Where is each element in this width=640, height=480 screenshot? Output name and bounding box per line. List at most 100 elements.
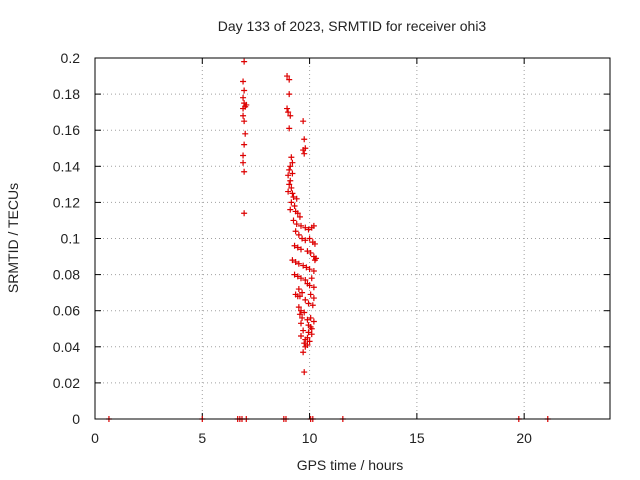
- data-point: [305, 300, 312, 307]
- data-point: [296, 311, 303, 318]
- data-point: [291, 203, 298, 210]
- data-point: [304, 316, 311, 323]
- x-tick-label: 10: [302, 430, 318, 446]
- data-point: [240, 152, 247, 159]
- data-point: [240, 105, 247, 112]
- x-tick-label: 5: [198, 430, 206, 446]
- y-tick-label: 0: [72, 411, 80, 427]
- data-point: [308, 325, 315, 332]
- data-point: [289, 190, 296, 197]
- data-point: [243, 101, 250, 108]
- data-point: [285, 172, 292, 179]
- data-point: [241, 87, 248, 94]
- data-point: [302, 296, 309, 303]
- data-point: [289, 159, 296, 166]
- data-point: [306, 266, 313, 273]
- data-point: [240, 94, 247, 101]
- data-point: [299, 235, 306, 242]
- data-point: [306, 235, 313, 242]
- y-tick-label: 0.02: [53, 375, 80, 391]
- data-point: [295, 304, 302, 311]
- data-point: [303, 264, 310, 271]
- data-point: [290, 193, 297, 200]
- data-point: [290, 217, 297, 224]
- data-point: [302, 336, 309, 343]
- grid-lines: [95, 58, 610, 419]
- data-point: [310, 284, 317, 291]
- data-point: [285, 188, 292, 195]
- data-point: [302, 145, 309, 152]
- data-point: [306, 338, 313, 345]
- data-point: [302, 237, 309, 244]
- data-point: [291, 271, 298, 278]
- axis-ticks: [94, 57, 610, 420]
- data-point: [302, 277, 309, 284]
- data-point: [241, 141, 248, 148]
- data-point: [287, 112, 294, 119]
- data-point: [241, 168, 248, 175]
- data-point: [298, 320, 304, 327]
- data-point: [296, 293, 303, 300]
- data-point: [301, 369, 308, 376]
- data-point: [300, 262, 307, 269]
- data-point: [294, 244, 301, 251]
- data-point: [288, 154, 295, 161]
- data-point: [287, 206, 294, 213]
- data-point: [284, 73, 291, 80]
- data-point: [310, 222, 317, 229]
- y-tick-label: 0.1: [61, 231, 81, 247]
- data-points: [105, 58, 551, 422]
- data-point: [289, 257, 296, 264]
- data-point: [289, 170, 296, 177]
- data-point: [295, 260, 302, 267]
- data-point: [298, 307, 304, 314]
- data-point: [292, 228, 299, 235]
- data-point: [241, 210, 248, 217]
- y-tick-label: 0.18: [53, 86, 80, 102]
- data-point: [286, 125, 293, 132]
- data-point: [294, 273, 301, 280]
- data-point: [293, 221, 300, 228]
- data-point: [288, 199, 295, 206]
- data-point: [285, 109, 292, 116]
- y-tick-label: 0.12: [53, 194, 80, 210]
- data-point: [301, 309, 308, 316]
- y-tick-label: 0.08: [53, 267, 80, 283]
- data-point: [288, 184, 295, 191]
- y-axis-label: SRMTID / TECUs: [5, 183, 21, 293]
- data-point: [301, 340, 308, 347]
- data-point: [311, 240, 318, 247]
- data-point: [299, 289, 306, 296]
- y-tick-label: 0.14: [53, 158, 80, 174]
- data-point: [302, 224, 309, 231]
- y-tick-label: 0.06: [53, 303, 80, 319]
- data-point: [284, 105, 291, 112]
- data-point: [287, 163, 294, 170]
- data-point: [291, 242, 298, 249]
- x-tick-label: 0: [91, 430, 99, 446]
- data-point: [310, 318, 317, 325]
- data-point: [298, 332, 304, 339]
- data-point: [298, 246, 304, 253]
- data-point: [241, 58, 248, 65]
- data-point: [305, 329, 312, 336]
- data-point: [296, 213, 303, 220]
- data-point: [298, 222, 304, 229]
- data-point: [304, 248, 311, 255]
- data-point: [240, 78, 247, 85]
- data-point: [309, 302, 316, 309]
- data-point: [286, 76, 293, 83]
- data-point: [300, 349, 307, 356]
- data-point: [311, 257, 318, 264]
- data-point: [295, 231, 302, 238]
- plot-frame: [94, 57, 611, 420]
- data-point: [242, 130, 249, 137]
- data-point: [301, 150, 308, 157]
- data-point: [302, 343, 309, 350]
- data-point: [308, 331, 315, 338]
- data-point: [310, 295, 317, 302]
- data-point: [286, 181, 293, 188]
- data-point: [298, 275, 304, 282]
- data-point: [300, 327, 307, 334]
- y-tick-label: 0.2: [61, 50, 81, 66]
